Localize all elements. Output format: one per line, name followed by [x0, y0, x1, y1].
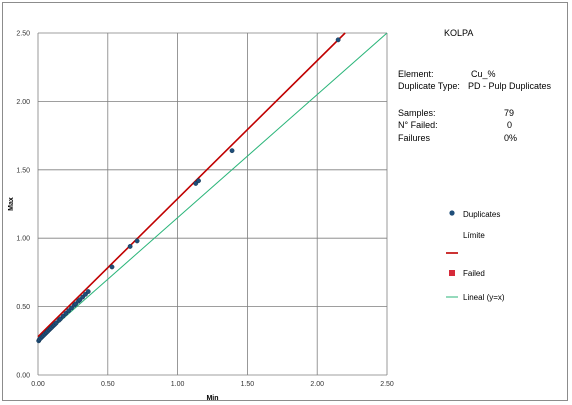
legend-marker-duplicates: [449, 210, 455, 216]
data-point: [127, 244, 133, 249]
chart-title: KOLPA: [444, 28, 474, 38]
x-tick-label: 0.00: [31, 381, 45, 388]
legend-label-limite: Límite: [463, 231, 485, 240]
x-axis-label: Min: [206, 395, 218, 402]
y-tick-label: 0.00: [16, 373, 30, 380]
y-axis-label: Max: [8, 197, 15, 211]
legend-label-failed: Failed: [463, 269, 485, 278]
legend-label-lineal: Lineal (y=x): [463, 293, 505, 302]
failed-count-value: 0: [507, 120, 513, 130]
duplicate-type-value: PD - Pulp Duplicates: [468, 81, 552, 91]
y-tick-label: 1.00: [16, 236, 30, 243]
series-line-1: [37, 32, 346, 338]
y-tick-label: 1.50: [16, 167, 30, 174]
data-point: [196, 178, 201, 184]
x-tick-label: 2.50: [380, 381, 394, 388]
failed-count-label: N° Failed:: [398, 120, 438, 130]
data-point: [109, 264, 115, 270]
y-tick-label: 2.00: [16, 99, 30, 106]
chart-frame: [2, 2, 568, 401]
element-label: Element:: [398, 69, 434, 79]
x-tick-label: 2.00: [310, 381, 324, 388]
samples-label: Samples:: [398, 108, 436, 118]
y-tick-label: 0.50: [16, 304, 30, 311]
data-point: [335, 37, 341, 43]
series-line-3: [37, 32, 388, 342]
samples-value: 79: [504, 108, 515, 118]
x-tick-label: 1.50: [241, 381, 255, 388]
x-tick-label: 0.50: [101, 381, 115, 388]
legend-marker-failed: [449, 270, 455, 276]
data-point: [134, 238, 140, 244]
x-tick-label: 1.00: [171, 381, 185, 388]
data-point: [85, 289, 91, 294]
duplicate-type-label: Duplicate Type:: [398, 81, 460, 91]
element-value: Cu_%: [471, 69, 496, 79]
data-point: [229, 148, 235, 154]
legend-label-duplicates: Duplicates: [463, 210, 501, 219]
failures-label: Failures: [398, 133, 431, 143]
y-tick-label: 2.50: [16, 31, 30, 38]
failures-value: 0%: [504, 133, 518, 143]
